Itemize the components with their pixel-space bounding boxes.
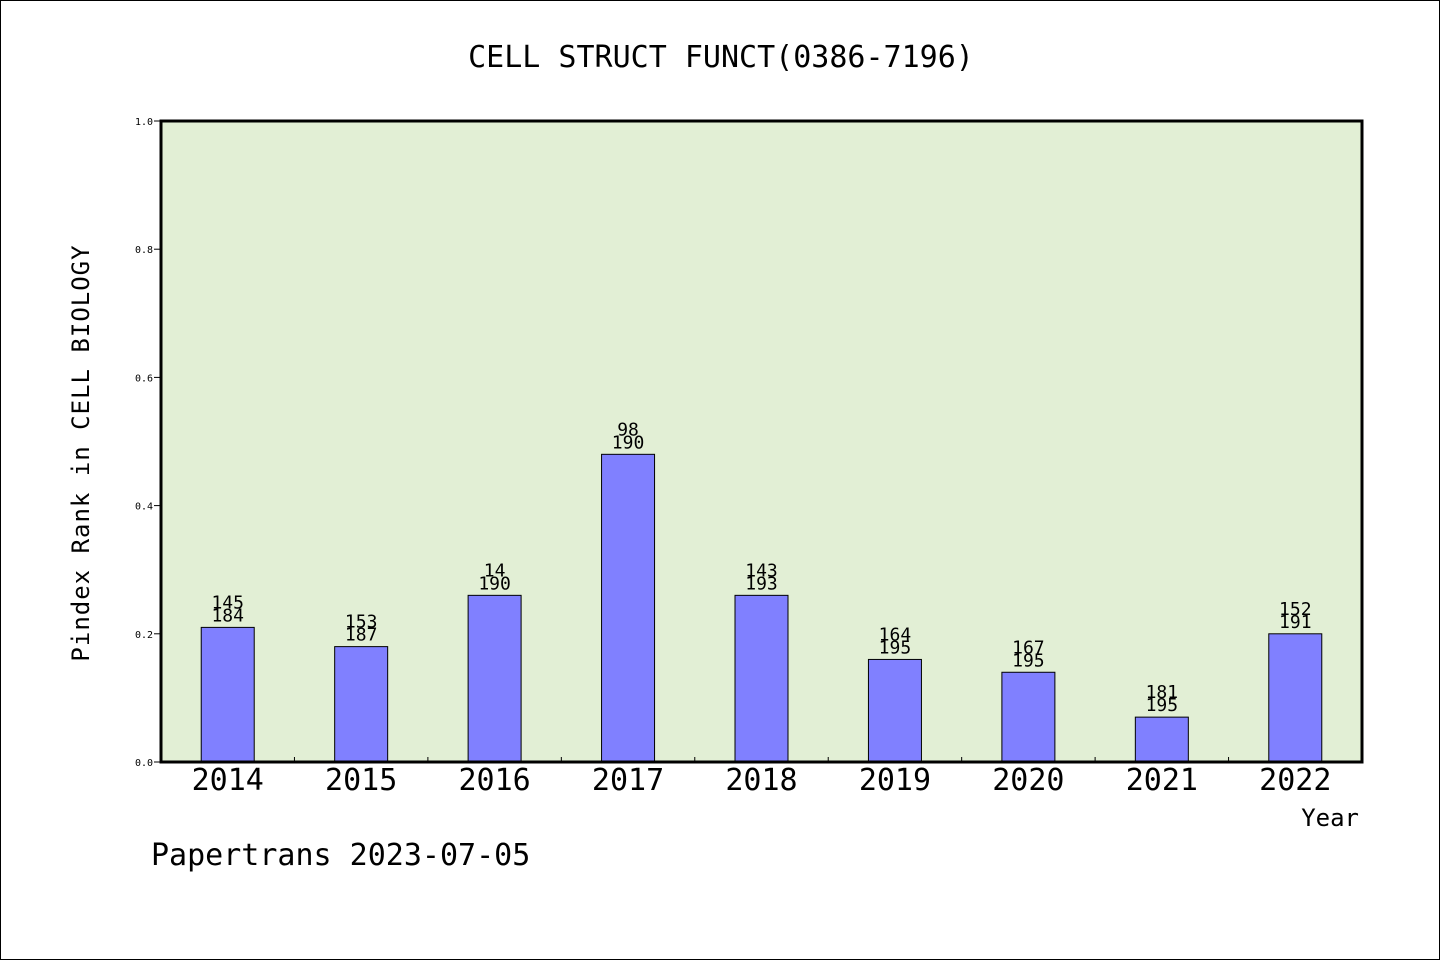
y-tick-label-0.4: 0.4: [135, 502, 153, 513]
bar-2017: [601, 453, 656, 763]
bar-2016: [467, 594, 522, 763]
bar-layer: [200, 453, 1323, 763]
bar-2015: [334, 646, 389, 763]
data-label-top-2019: 164: [879, 624, 912, 645]
data-label-bottom-2020: 195: [1012, 650, 1045, 671]
data-label-bottom-2017: 190: [612, 432, 645, 453]
data-label-top-2022: 152: [1279, 599, 1312, 620]
x-axis-label: Year: [1301, 804, 1359, 832]
x-tick-label-2018: 2018: [725, 763, 797, 798]
data-label-bottom-2015: 187: [345, 625, 378, 646]
data-label-bottom-2014: 184: [211, 605, 244, 626]
x-tick-label-2014: 2014: [192, 763, 264, 798]
y-tick-label-0.6: 0.6: [135, 373, 153, 384]
x-tick-label-2019: 2019: [859, 763, 931, 798]
data-label-bottom-2019: 195: [879, 637, 912, 658]
y-tick-label-0.2: 0.2: [135, 630, 153, 641]
footer-credit: Papertrans 2023-07-05: [151, 838, 530, 873]
bar-2022: [1268, 633, 1323, 763]
x-tick-label-2016: 2016: [458, 763, 530, 798]
bar-2018: [734, 594, 789, 763]
data-label-top-2018: 143: [745, 560, 778, 581]
plot-border: [159, 119, 1364, 764]
data-label-bottom-2021: 195: [1146, 695, 1179, 716]
x-tick-label-2020: 2020: [992, 763, 1064, 798]
bar-2014: [200, 626, 255, 763]
data-label-top-2021: 181: [1146, 682, 1179, 703]
y-axis-label: Pindex Rank in CELL BIOLOGY: [67, 244, 95, 661]
data-label-top-2016: 14: [484, 560, 506, 581]
data-label-top-2015: 153: [345, 612, 378, 633]
x-tick-label-2021: 2021: [1126, 763, 1198, 798]
x-tick-label-2015: 2015: [325, 763, 397, 798]
x-tick-layer: 2014 2015 2016 2017 2018 2019 2020 2021 2022: [192, 757, 1331, 798]
x-tick-label-2022: 2022: [1259, 763, 1331, 798]
x-tick-label-2017: 2017: [592, 763, 664, 798]
data-label-top-2014: 145: [211, 592, 244, 613]
y-tick-layer: 0.0 0.2 0.4 0.6 0.8 1.0: [135, 117, 161, 769]
data-label-top-2017: 98: [617, 419, 639, 440]
data-label-bottom-2022: 191: [1279, 612, 1312, 633]
bar-2019: [867, 658, 922, 763]
chart-title: CELL STRUCT FUNCT(0386-7196): [468, 40, 974, 75]
y-tick-label-1.0: 1.0: [135, 117, 153, 128]
y-tick-label-0.0: 0.0: [135, 758, 153, 769]
bar-2020: [1001, 671, 1056, 763]
bar-2021: [1134, 716, 1189, 763]
data-label-bottom-2018: 193: [745, 573, 778, 594]
data-label-top-2020: 167: [1012, 637, 1045, 658]
y-tick-label-0.8: 0.8: [135, 245, 153, 256]
data-label-bottom-2016: 190: [478, 573, 511, 594]
